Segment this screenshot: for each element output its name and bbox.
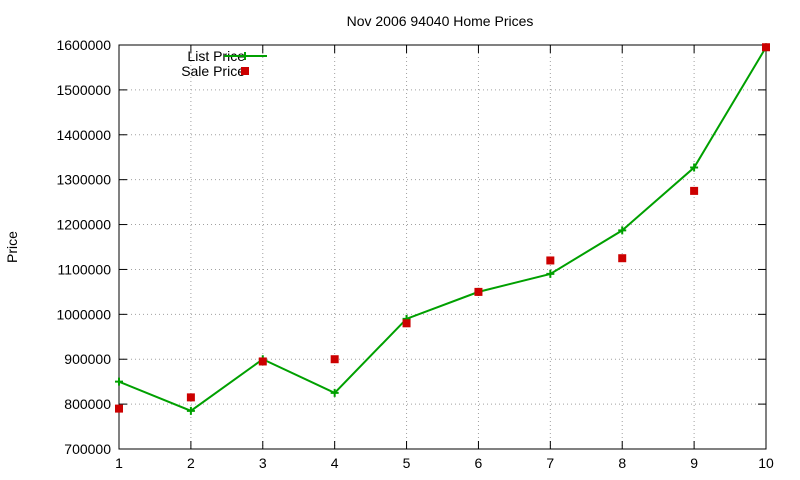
data-point-square — [474, 287, 483, 296]
x-tick-label: 3 — [259, 455, 267, 471]
y-tick-label: 1000000 — [56, 306, 111, 322]
y-tick-label: 1600000 — [56, 37, 111, 53]
data-point-square — [330, 355, 339, 364]
data-point-square — [690, 186, 699, 195]
series-line — [118, 46, 767, 412]
legend-marker-list-price — [241, 52, 249, 60]
data-point-square — [186, 393, 195, 402]
data-point-plus — [690, 163, 699, 172]
y-tick-label: 1400000 — [56, 127, 111, 143]
data-point-square — [402, 319, 411, 328]
legend: List Price Sale Price — [181, 48, 267, 79]
series-1 — [115, 43, 770, 413]
plot-frame — [118, 44, 767, 450]
legend-label-sale-price: Sale Price — [181, 63, 245, 79]
data-point-square — [546, 256, 555, 265]
x-tick-label: 5 — [403, 455, 411, 471]
series-layer — [115, 43, 770, 415]
legend-label-list-price: List Price — [187, 48, 245, 64]
axes: 700000 800000 900000 1000000 1100000 1200000 1… — [56, 37, 774, 471]
y-tick-label: 700000 — [64, 441, 111, 457]
data-point-plus — [330, 388, 339, 397]
x-tick-label: 8 — [618, 455, 626, 471]
x-tick-label: 10 — [758, 455, 774, 471]
data-point-square — [618, 254, 627, 263]
x-tick-label: 1 — [115, 455, 123, 471]
data-point-square — [762, 43, 770, 52]
y-tick-label: 1100000 — [58, 261, 112, 277]
grid-lines — [119, 45, 766, 449]
data-point-square — [258, 357, 267, 366]
chart-title: Nov 2006 94040 Home Prices — [347, 13, 534, 29]
y-tick-label: 900000 — [64, 351, 111, 367]
x-tick-label: 6 — [475, 455, 483, 471]
y-tick-label: 800000 — [64, 396, 111, 412]
y-tick-label: 1300000 — [56, 172, 111, 188]
x-tick-label: 9 — [690, 455, 698, 471]
legend-marker-sale-price — [241, 67, 249, 75]
y-axis-label: Price — [4, 231, 20, 263]
y-tick-label: 1200000 — [56, 217, 111, 233]
data-point-plus — [618, 226, 627, 235]
data-point-square — [115, 404, 123, 413]
x-tick-label: 7 — [546, 455, 554, 471]
y-tick-label: 1500000 — [56, 82, 111, 98]
data-point-plus — [546, 269, 555, 278]
series-0 — [115, 43, 770, 415]
x-tick-label: 2 — [187, 455, 195, 471]
data-point-plus — [115, 377, 123, 386]
data-point-plus — [186, 406, 195, 415]
x-tick-label: 4 — [331, 455, 339, 471]
